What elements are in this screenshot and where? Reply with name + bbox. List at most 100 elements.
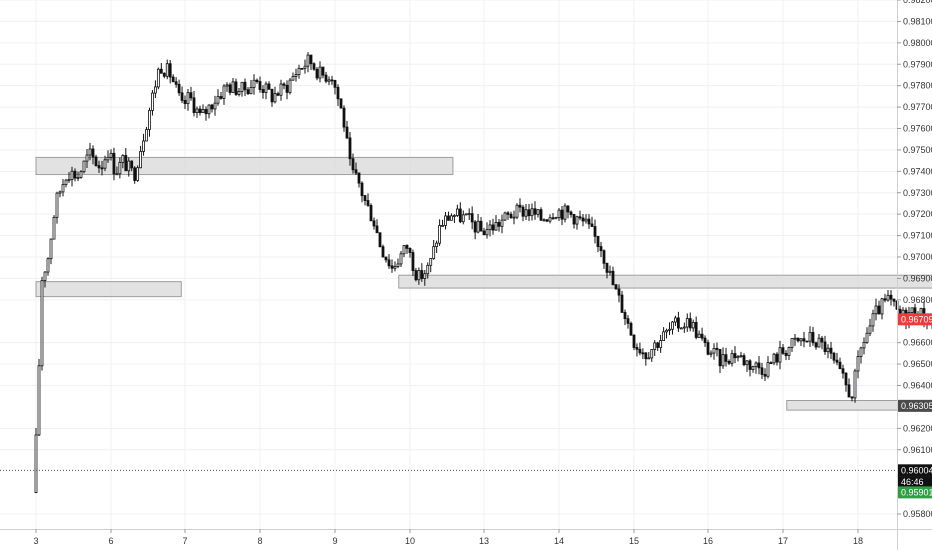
- candle-body: [285, 84, 289, 93]
- candle-body: [617, 288, 621, 296]
- candle-body: [240, 81, 244, 92]
- candle-body: [372, 220, 376, 227]
- candle-body: [826, 347, 830, 353]
- candle-body: [369, 205, 373, 222]
- candle-body: [910, 307, 914, 313]
- price-tag: [898, 486, 932, 499]
- candle-body: [605, 262, 609, 273]
- candle-body: [521, 206, 525, 217]
- candle-body: [46, 258, 50, 273]
- candle-body: [838, 361, 842, 370]
- candle-body: [237, 91, 241, 95]
- candle-body: [814, 342, 818, 348]
- candle-body: [375, 225, 379, 234]
- candle-body: [593, 226, 597, 237]
- candle-body: [736, 356, 740, 359]
- candle-body: [85, 154, 89, 162]
- candle-body: [772, 353, 776, 364]
- candle-body: [159, 68, 163, 74]
- candle-body: [91, 148, 95, 158]
- candle-body: [688, 318, 692, 329]
- price-tag-label: 0.96004: [901, 465, 932, 475]
- candle-body: [246, 89, 250, 95]
- candle-body: [252, 79, 256, 88]
- candle-body: [700, 333, 704, 339]
- candle-body: [626, 318, 630, 324]
- candle-body: [145, 129, 148, 142]
- candle-body: [225, 84, 229, 87]
- candle-body: [249, 86, 253, 95]
- candle-body: [192, 97, 196, 113]
- candle-body: [685, 318, 689, 328]
- candle-body: [856, 356, 860, 372]
- candle-body: [79, 171, 83, 178]
- candle-body: [261, 89, 265, 93]
- candle-body: [757, 362, 761, 369]
- candle-body: [151, 92, 154, 111]
- time-axis[interactable]: 3 6 7 8 9 10 13 14 15 16 17 18: [33, 529, 863, 546]
- price-tag-label: 0.96305: [901, 401, 932, 411]
- candle-body: [727, 360, 731, 364]
- candle-body: [464, 213, 468, 216]
- candle-body: [491, 224, 495, 231]
- candle-body: [748, 360, 752, 370]
- candle-body: [429, 258, 433, 266]
- candle-body: [853, 370, 857, 399]
- candle-body: [835, 359, 839, 363]
- x-tick-label: 9: [332, 536, 337, 546]
- candle-body: [518, 204, 522, 208]
- candle-body: [883, 298, 887, 301]
- candle-body: [118, 161, 122, 175]
- candle-body: [778, 347, 782, 363]
- candle-body: [216, 96, 220, 104]
- candle-body: [52, 216, 56, 240]
- candle-body: [103, 159, 107, 169]
- x-tick-label: 6: [108, 536, 113, 546]
- candle-body: [850, 396, 854, 399]
- candle-body: [668, 328, 671, 331]
- zone-rectangle[interactable]: [35, 281, 182, 298]
- zone-rectangle[interactable]: [398, 274, 932, 289]
- candle-body: [399, 253, 403, 265]
- candle-body: [608, 270, 612, 273]
- price-tag-label: 46:46: [901, 477, 924, 487]
- candle-body: [76, 177, 80, 179]
- candle-body: [363, 195, 367, 201]
- candle-body: [55, 192, 59, 218]
- x-tick-label: 10: [405, 536, 415, 546]
- candle-body: [820, 337, 824, 343]
- candle-body: [408, 247, 412, 253]
- candle-body: [650, 349, 654, 359]
- candle-body: [300, 67, 304, 70]
- candle-body: [545, 219, 549, 222]
- candle-body: [165, 63, 169, 77]
- y-tick-label: 0.95800: [903, 509, 932, 519]
- candle-body: [121, 155, 125, 163]
- candle-body: [694, 322, 698, 338]
- candle-body: [847, 384, 851, 398]
- candle-body: [467, 213, 471, 215]
- candle-body: [315, 68, 319, 79]
- candle-body: [417, 270, 421, 281]
- candle-body: [775, 353, 779, 363]
- candle-body: [109, 152, 113, 158]
- candle-body: [629, 322, 633, 336]
- candle-body: [180, 92, 184, 101]
- candle-body: [420, 270, 424, 279]
- zone-rectangle[interactable]: [786, 399, 932, 411]
- candle-body: [500, 219, 504, 227]
- candle-body: [572, 214, 576, 225]
- candle-body: [97, 165, 101, 169]
- candle-body: [635, 347, 639, 350]
- candle-body: [644, 352, 648, 360]
- candle-body: [222, 85, 226, 99]
- candle-body: [745, 360, 749, 366]
- candle-body: [37, 365, 41, 436]
- candle-body: [548, 217, 552, 222]
- candle-body: [333, 79, 337, 88]
